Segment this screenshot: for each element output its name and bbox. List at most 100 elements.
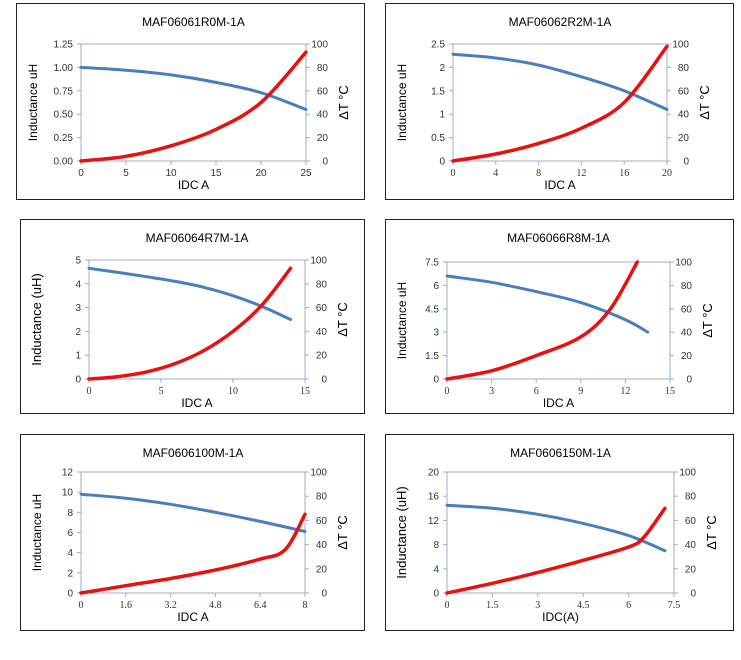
chart-title: MAF06061R0M-1A [142, 15, 245, 29]
inductance-series-line [79, 65, 308, 111]
y2-tick-label: 40 [316, 327, 328, 338]
y-tick-label: 16 [428, 492, 440, 503]
y-tick-label: 2.5 [431, 40, 445, 51]
temperature-series-line [445, 506, 667, 595]
x-tick-label: 0 [445, 600, 450, 611]
y2-tick-label: 60 [316, 303, 328, 314]
chart-panel-inductance-150: MAF0606150M-1A 0 4 8 12 16 20 0 20 40 60 80 100 0 1.5 3… [385, 434, 734, 631]
y-tick-label: 0.50 [54, 110, 74, 121]
y2-tick-label: 20 [678, 133, 690, 144]
y-tick-label: 2 [75, 327, 81, 338]
y2-tick-label: 40 [317, 110, 329, 121]
chart-svg: MAF06064R7M-1A 0 1 2 3 4 5 0 20 40 60 80 100 0 5 10 15 ID… [29, 231, 350, 410]
temperature-series-line [445, 260, 640, 381]
x-tick-label: 10 [165, 168, 177, 179]
y-tick-label: 0.5 [431, 133, 445, 144]
plot-area [452, 43, 668, 162]
y2-tick-label: 20 [317, 133, 329, 144]
chart-svg: MAF06066R8M-1A 0 1.5 3 4.5 6 7.5 0 20 40 60 80 100 0 3… [395, 231, 715, 410]
y-tick-label: 4 [67, 548, 73, 559]
y2-tick-label: 60 [678, 86, 690, 97]
y-tick-label: 10 [62, 488, 74, 499]
x-tick-label: 8 [536, 168, 541, 179]
chart-svg: MAF06061R0M-1A0.000.250.500.751.001.2502… [26, 15, 351, 192]
chart-title: MAF06066R8M-1A [507, 231, 610, 245]
y-tick-label: 0 [67, 589, 73, 600]
y-axis-label: Inductance (uH) [394, 486, 409, 579]
y2-tick-label: 80 [316, 279, 328, 290]
y-tick-label: 6 [433, 281, 439, 292]
chart-panel-inductance-6r8: MAF06066R8M-1A 0 1.5 3 4.5 6 7.5 0 20 40 60 80 100 0 3… [385, 219, 734, 414]
y2-tick-label: 80 [316, 492, 328, 503]
y-tick-label: 4 [75, 279, 81, 290]
y-tick-label: 7.5 [425, 258, 439, 269]
y2-tick-label: 0 [686, 375, 692, 386]
x-tick-label: 4.8 [209, 600, 222, 611]
y2-tick-label: 100 [675, 258, 692, 269]
chart-title: MAF0606150M-1A [510, 446, 611, 460]
y2-tick-label: 60 [316, 516, 328, 527]
y-tick-label: 4.5 [425, 304, 439, 315]
y-tick-label: 20 [428, 468, 440, 479]
chart-panel-inductance-1r0: MAF06061R0M-1A 0.00 0.25 0.50 0.75 1.00 1.25 0 2… [16, 3, 365, 200]
y2-tick-label: 0 [321, 375, 327, 386]
chart-title: MAF0606100M-1A [143, 446, 244, 460]
x-tick-label: 5 [123, 168, 129, 179]
x-tick-label: 4 [493, 168, 498, 179]
x-axis-label: IDC A [177, 610, 208, 624]
y-tick-label: 8 [433, 540, 439, 551]
y-axis-label: Inductance (uH) [29, 273, 44, 366]
x-tick-label: 12 [620, 386, 630, 397]
y2-tick-label: 60 [317, 86, 329, 97]
y2-tick-label: 100 [311, 40, 328, 51]
x-axis-label: IDC A [543, 396, 574, 410]
y-tick-label: 0 [433, 589, 439, 600]
y-tick-label: 1.25 [54, 40, 74, 51]
y-tick-label: 8 [67, 508, 73, 519]
x-tick-label: 6 [534, 386, 539, 397]
x-axis-label: IDC A [181, 396, 212, 410]
y2-tick-label: 80 [678, 63, 690, 74]
inductance-series-line [87, 266, 293, 321]
x-tick-label: 7.5 [668, 600, 681, 611]
y-tick-label: 3 [75, 303, 81, 314]
temperature-series-line [79, 512, 307, 595]
y2-tick-label: 80 [685, 492, 697, 503]
y-axis-label: Inductance uH [26, 64, 40, 141]
chart-svg: MAF0606100M-1A 0 2 4 6 8 10 12 0 20 40 60 80 100 0 1.6 3… [30, 446, 350, 624]
x-tick-label: 0 [78, 168, 84, 179]
y-tick-label: 4 [433, 564, 439, 575]
y2-tick-label: 40 [316, 540, 328, 551]
y2-tick-label: 80 [681, 281, 693, 292]
y-tick-label: 0 [433, 375, 439, 386]
y2-tick-label: 100 [310, 256, 327, 267]
y2-tick-label: 100 [672, 40, 689, 51]
x-tick-label: 15 [210, 168, 222, 179]
y-tick-label: 2 [67, 568, 73, 579]
y2-tick-label: 0 [690, 589, 696, 600]
x-tick-label: 6 [626, 600, 631, 611]
y2-tick-label: 20 [316, 564, 328, 575]
y2-axis-label: ΔT °C [697, 85, 712, 120]
y-tick-label: 0.25 [54, 133, 74, 144]
x-tick-label: 25 [300, 168, 312, 179]
x-tick-label: 8 [303, 600, 308, 611]
y-tick-label: 1.5 [425, 351, 439, 362]
x-axis-label: IDC(A) [542, 610, 579, 624]
y2-axis-label: ΔT °C [700, 303, 715, 338]
y2-tick-label: 20 [681, 351, 693, 362]
y2-tick-label: 0 [321, 589, 327, 600]
x-tick-label: 1.5 [486, 600, 499, 611]
y2-tick-label: 60 [685, 516, 697, 527]
y-tick-label: 3 [433, 328, 439, 339]
y2-axis-label: ΔT °C [335, 515, 350, 550]
chart-panel-inductance-100: MAF0606100M-1A 0 2 4 6 8 10 12 0 20 40 60 80 100 0 1.6 3… [20, 434, 365, 631]
x-tick-label: 0 [451, 168, 456, 179]
y2-axis-label: ΔT °C [335, 302, 350, 337]
y-tick-label: 1.00 [54, 63, 74, 74]
y2-tick-label: 20 [685, 564, 697, 575]
x-axis-label: IDC A [544, 178, 575, 192]
plot-area [446, 261, 671, 380]
y2-axis-label: ΔT °C [704, 515, 719, 550]
chart-svg: MAF06062R2M-1A 0 0.5 1 1.5 2 2.5 0 20 40 60 80 100 0 4… [395, 15, 712, 192]
